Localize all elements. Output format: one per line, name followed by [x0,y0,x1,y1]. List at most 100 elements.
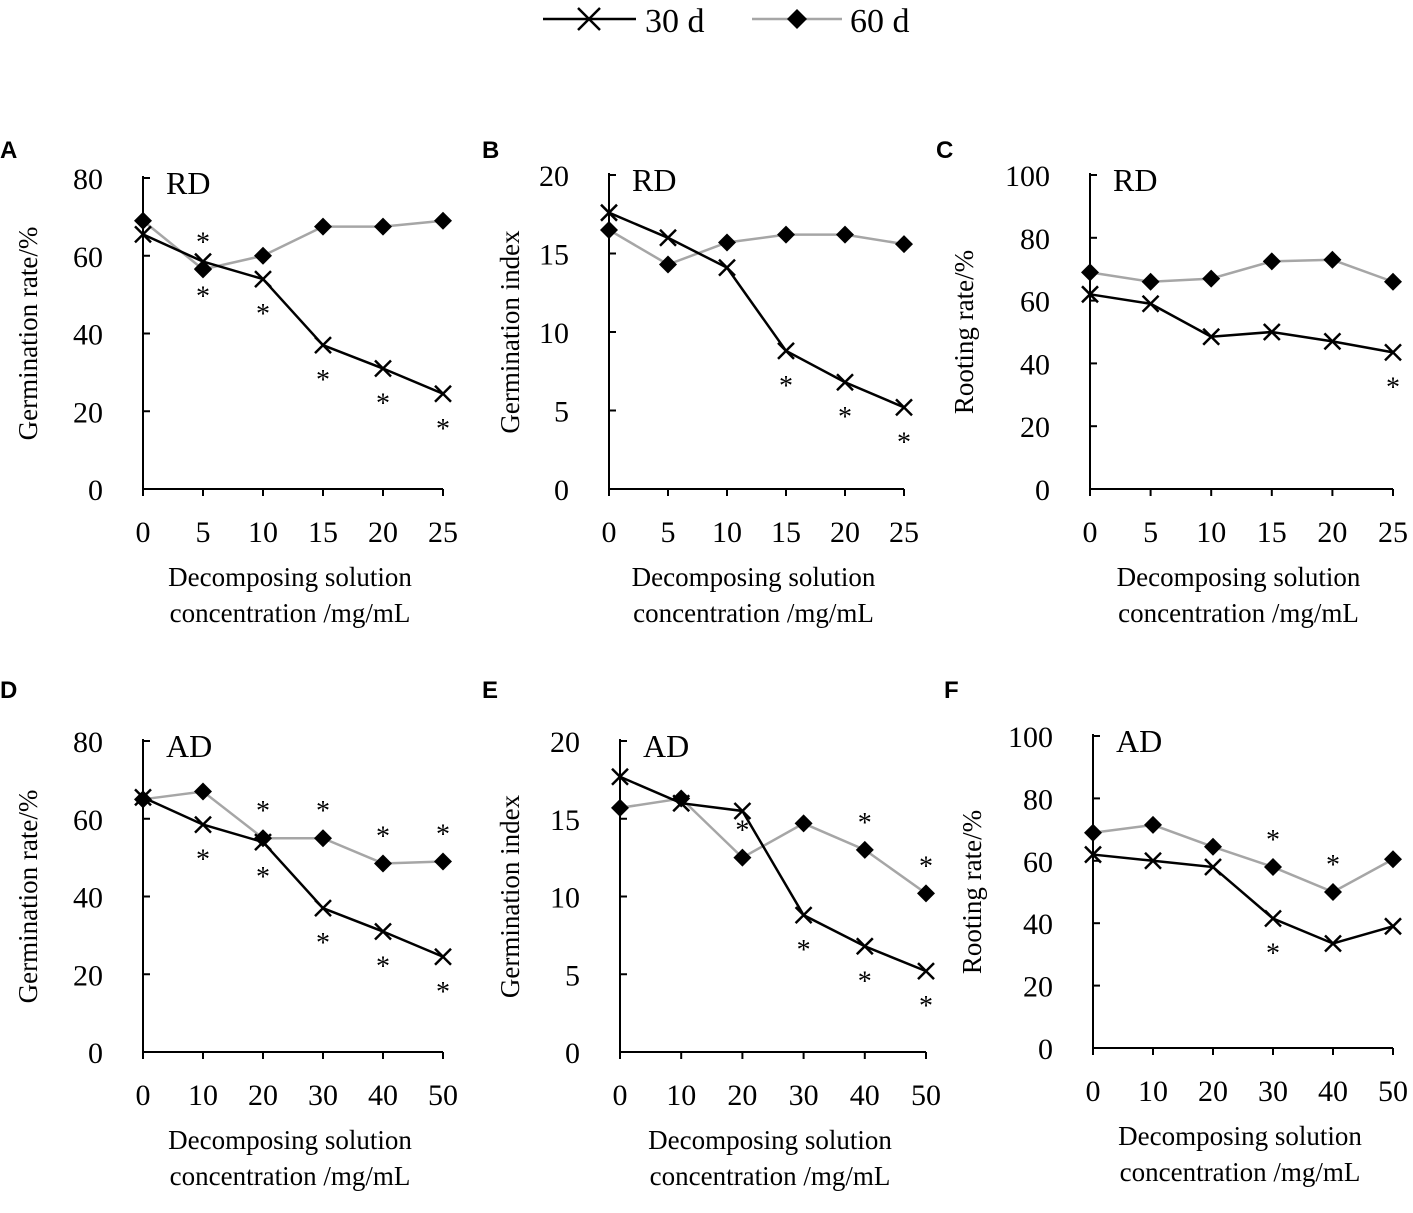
y-axis-label: Germination rate/% [13,790,43,1004]
x-tick-label: 30 [1258,1075,1288,1108]
series-line [619,797,927,895]
panel-label: B [482,137,499,164]
significance-asterisk: * [316,796,330,827]
panel-b: B 0 5 10 15 20 0 5 10 15 20 25 Decomposing solution c… [482,137,919,628]
series-60d: * * * * [134,782,452,873]
x-cross-icon [314,899,332,918]
x-cross-icon [611,767,629,786]
x-axis-label-line1: Decomposing solution [648,1125,892,1155]
panel-label: E [482,677,498,704]
series-line [1089,258,1394,284]
y-tick-label: 100 [1008,721,1053,754]
x-cross-icon [794,906,813,925]
data-point-diamond-marker [254,246,272,265]
x-cross-icon [194,815,212,834]
data-point-diamond-marker [855,840,874,859]
x-cross-icon [194,252,212,271]
y-tick-label: 15 [539,239,569,272]
x-tick-label: 10 [712,516,742,549]
x-cross-icon [600,203,618,222]
x-tick-label: 30 [789,1079,819,1112]
x-cross-icon [254,833,272,851]
panel-f: F 0 20 40 60 80 100 0 10 20 30 40 50 Decomposing solu… [944,677,1408,1187]
data-point-x-marker [917,962,935,981]
x-cross-icon [733,802,752,820]
data-point-x-marker [434,947,452,966]
y-tick-label: 0 [565,1037,580,1070]
data-point-x-marker [1202,327,1221,346]
panel-a: A 0 20 40 60 80 0 5 10 15 20 25 Decomposing solution… [0,137,458,628]
x-tick-label: 15 [1257,516,1287,549]
series-60d: ** [1084,815,1402,901]
data-point-x-marker [194,252,212,271]
y-axis-label: Germination rate/% [13,227,43,441]
significance-asterisk: * [256,299,270,330]
data-point-x-marker [1081,285,1099,304]
x-tick-label: 10 [188,1079,218,1112]
series-line [142,219,444,271]
series-60d: * [134,211,452,279]
y-tick-label: 20 [73,959,103,992]
significance-asterisk: * [316,928,330,959]
significance-asterisk: * [1326,850,1340,881]
y-tick-label: 60 [73,804,103,837]
panels: A 0 20 40 60 80 0 5 10 15 20 25 Decomposing solution… [0,137,1408,1191]
y-tick-label: 40 [1023,908,1053,941]
data-point-x-marker [374,359,392,378]
y-tick-label: 80 [1020,223,1050,256]
x-cross-icon [1204,858,1222,876]
series-60d: * * * [611,789,935,903]
data-point-x-marker [855,937,874,956]
data-point-diamond-marker [314,217,332,236]
data-point-diamond-marker [777,225,795,244]
data-point-x-marker [1384,343,1402,362]
data-point-diamond-marker [895,235,913,254]
y-axis-label: Rooting rate/% [957,810,987,974]
data-point-diamond-marker [917,884,935,903]
x-tick-label: 50 [911,1079,941,1112]
significance-asterisk: * [376,951,390,982]
x-cross-icon [577,7,601,31]
x-axis-label-line2: concentration /mg/mL [170,1161,411,1191]
x-tick-label: 25 [428,516,458,549]
y-tick-label: 5 [554,396,569,429]
significance-asterisk: * [256,796,270,827]
data-point-diamond-marker [1084,823,1102,842]
data-point-diamond-marker [1384,272,1402,291]
x-tick-label: 20 [727,1079,757,1112]
data-point-x-marker [600,203,618,222]
data-point-x-marker [254,833,272,851]
data-point-x-marker [134,225,152,244]
x-cross-icon [1384,343,1402,362]
x-cross-icon [374,922,392,941]
x-cross-icon [836,373,854,392]
x-cross-icon [777,341,795,360]
series-60d [1081,250,1402,291]
data-point-x-marker [314,899,332,918]
data-point-diamond-marker [434,211,452,230]
significance-asterisk: * [196,227,210,258]
x-tick-label: 25 [1378,516,1408,549]
significance-asterisk: * [436,820,450,851]
data-point-x-marker [374,922,392,941]
data-point-x-marker [1084,845,1102,864]
data-point-x-marker [895,398,913,417]
data-point-diamond-marker [434,852,452,871]
y-tick-label: 80 [73,163,103,196]
x-cross-icon [1262,323,1281,341]
x-tick-label: 10 [666,1079,696,1112]
y-tick-label: 20 [73,396,103,429]
data-point-diamond-marker [611,798,629,817]
y-tick-label: 60 [1023,846,1053,879]
data-point-diamond-marker [134,211,152,230]
data-point-diamond-marker [1202,269,1221,288]
panel-label: F [944,677,959,704]
x-axis-label-line2: concentration /mg/mL [650,1161,891,1191]
significance-asterisk: * [779,371,793,402]
data-point-x-marker [314,336,332,355]
x-tick-label: 0 [136,1079,151,1112]
data-point-x-marker [134,788,152,807]
significance-asterisk: * [838,402,852,433]
x-cross-icon [672,794,691,813]
x-tick-label: 5 [661,516,676,549]
